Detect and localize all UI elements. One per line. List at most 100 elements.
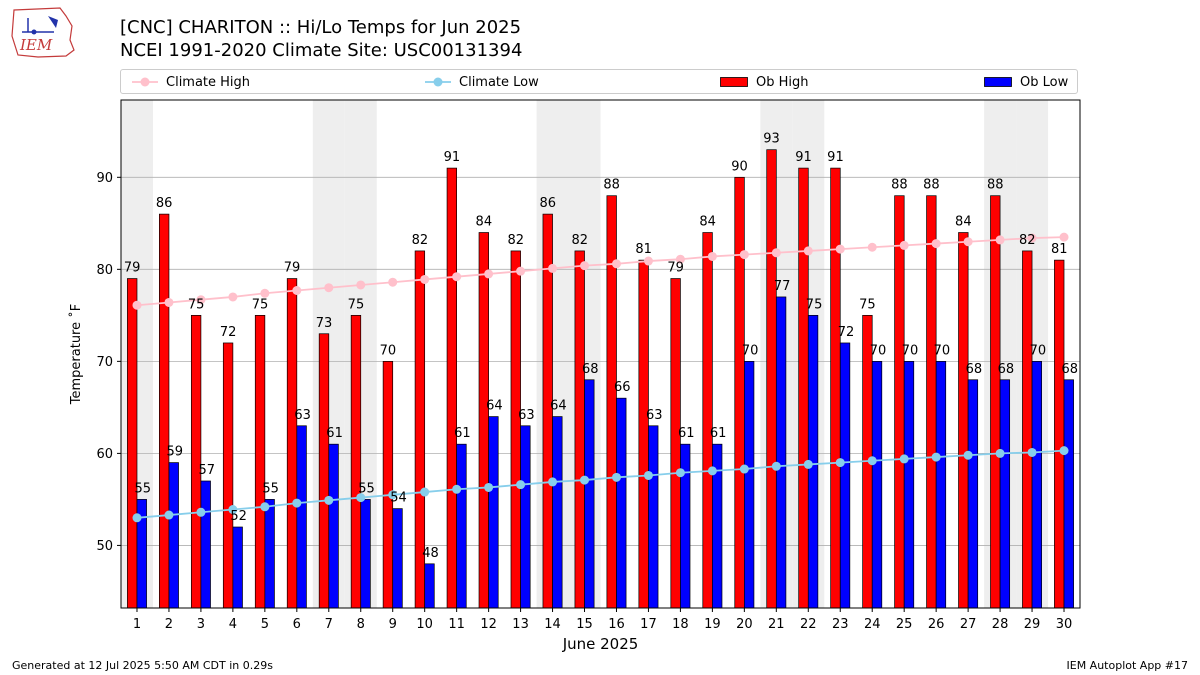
climate-low-point xyxy=(899,454,909,464)
x-tick-label: 19 xyxy=(704,617,721,632)
x-tick-label: 4 xyxy=(229,617,237,632)
ob-low-bar xyxy=(296,425,307,609)
ob-high-bar xyxy=(254,314,266,609)
ob-low-bar xyxy=(392,508,403,609)
x-tick-label: 11 xyxy=(448,617,465,632)
ob-low-label: 63 xyxy=(294,408,311,423)
ob-high-bar xyxy=(318,333,330,609)
climate-low-point xyxy=(356,493,366,503)
x-tick-label: 23 xyxy=(832,617,849,632)
ob-low-label: 68 xyxy=(582,362,599,377)
climate-high-point xyxy=(452,272,462,282)
ob-low-bar xyxy=(520,425,531,609)
climate-low-point xyxy=(132,513,142,523)
ob-high-bar xyxy=(670,278,681,609)
x-tick-label: 13 xyxy=(512,617,529,632)
ob-high-label: 84 xyxy=(476,215,493,230)
ob-low-bar xyxy=(743,361,755,609)
climate-low-point xyxy=(420,487,430,497)
ob-low-label: 63 xyxy=(518,408,535,423)
ob-low-label: 55 xyxy=(262,481,279,496)
climate-low-point xyxy=(260,502,270,512)
ob-high-label: 91 xyxy=(827,150,844,165)
x-tick-label: 29 xyxy=(1024,617,1041,632)
ob-low-bar xyxy=(903,361,915,609)
ob-low-bar xyxy=(552,416,563,609)
ob-low-bar xyxy=(935,361,947,609)
climate-low-point xyxy=(484,482,494,492)
legend-climate-high-label: Climate High xyxy=(166,74,251,90)
ob-low-label: 68 xyxy=(998,362,1015,377)
plot-frame xyxy=(120,99,1081,609)
climate-high-point xyxy=(643,256,653,266)
ob-low-bar xyxy=(999,379,1011,609)
ob-low-bar xyxy=(360,499,371,609)
ob-low-label: 55 xyxy=(135,481,152,496)
legend-climate-low-marker xyxy=(425,77,451,87)
climate-low-point xyxy=(388,490,398,500)
ob-high-label: 93 xyxy=(763,132,780,147)
ob-low-bar xyxy=(616,397,627,609)
ob-low-bar xyxy=(232,526,243,609)
x-tick-label: 25 xyxy=(896,617,913,632)
ob-low-label: 57 xyxy=(198,463,215,478)
x-tick-label: 26 xyxy=(928,617,945,632)
climate-high-point xyxy=(739,250,749,260)
ob-low-label: 68 xyxy=(966,362,983,377)
ob-high-label: 73 xyxy=(316,316,333,331)
ob-low-label: 72 xyxy=(838,325,855,340)
ob-high-bar xyxy=(926,195,937,609)
ob-high-label: 81 xyxy=(635,242,652,257)
ob-low-bar xyxy=(648,425,659,609)
climate-high-point xyxy=(196,295,206,305)
ob-low-label: 70 xyxy=(742,343,759,358)
climate-high-line xyxy=(136,236,1065,307)
ob-low-bar xyxy=(168,462,179,609)
ob-low-label: 54 xyxy=(390,491,407,506)
ob-low-bar xyxy=(328,443,339,609)
ob-low-bar xyxy=(1063,379,1074,609)
climate-high-point xyxy=(995,235,1005,245)
x-tick-label: 3 xyxy=(197,617,205,632)
bars xyxy=(127,149,1074,609)
x-tick-label: 15 xyxy=(576,617,593,632)
ob-high-bar xyxy=(222,342,234,609)
x-tick-label: 12 xyxy=(480,617,497,632)
ob-low-bar xyxy=(456,443,467,609)
y-tick-label: 70 xyxy=(96,355,113,370)
climate-low-point xyxy=(771,461,781,471)
chart-subtitle: NCEI 1991-2020 Climate Site: USC00131394 xyxy=(120,40,523,61)
ob-high-label: 88 xyxy=(891,178,908,193)
climate-low-point xyxy=(1059,446,1069,456)
ob-high-label: 88 xyxy=(987,178,1004,193)
x-tick-label: 27 xyxy=(960,617,977,632)
ob-low-label: 61 xyxy=(678,426,695,441)
ob-high-bar xyxy=(286,278,298,609)
climate-high-point xyxy=(260,288,270,298)
climate-high-point xyxy=(931,239,941,249)
ob-high-bar xyxy=(190,314,202,609)
legend-ob-low-label: Ob Low xyxy=(1020,74,1069,90)
ob-high-bar xyxy=(159,213,170,609)
ob-low-label: 61 xyxy=(710,426,727,441)
ob-low-bar xyxy=(584,379,595,609)
climate-low-point xyxy=(580,475,590,485)
climate-high-point xyxy=(548,263,558,273)
legend-climate-low: Climate Low xyxy=(425,73,539,91)
climate-high-point xyxy=(1059,232,1069,242)
climate-high-point xyxy=(580,261,590,271)
legend-ob-low: Ob Low xyxy=(984,73,1068,91)
ob-low-label: 61 xyxy=(326,426,343,441)
x-tick-label: 20 xyxy=(736,617,753,632)
ob-high-label: 79 xyxy=(284,261,301,276)
x-tick-label: 2 xyxy=(165,617,173,632)
ob-high-label: 81 xyxy=(1051,242,1068,257)
x-tick-label: 24 xyxy=(864,617,881,632)
ob-high-bar xyxy=(798,167,809,609)
x-tick-label: 28 xyxy=(992,617,1009,632)
ob-low-bar xyxy=(488,416,499,609)
y-gridlines xyxy=(121,176,1080,546)
ob-high-label: 75 xyxy=(348,297,365,312)
x-axis-label: June 2025 xyxy=(562,635,639,653)
climate-high-point xyxy=(292,286,302,295)
